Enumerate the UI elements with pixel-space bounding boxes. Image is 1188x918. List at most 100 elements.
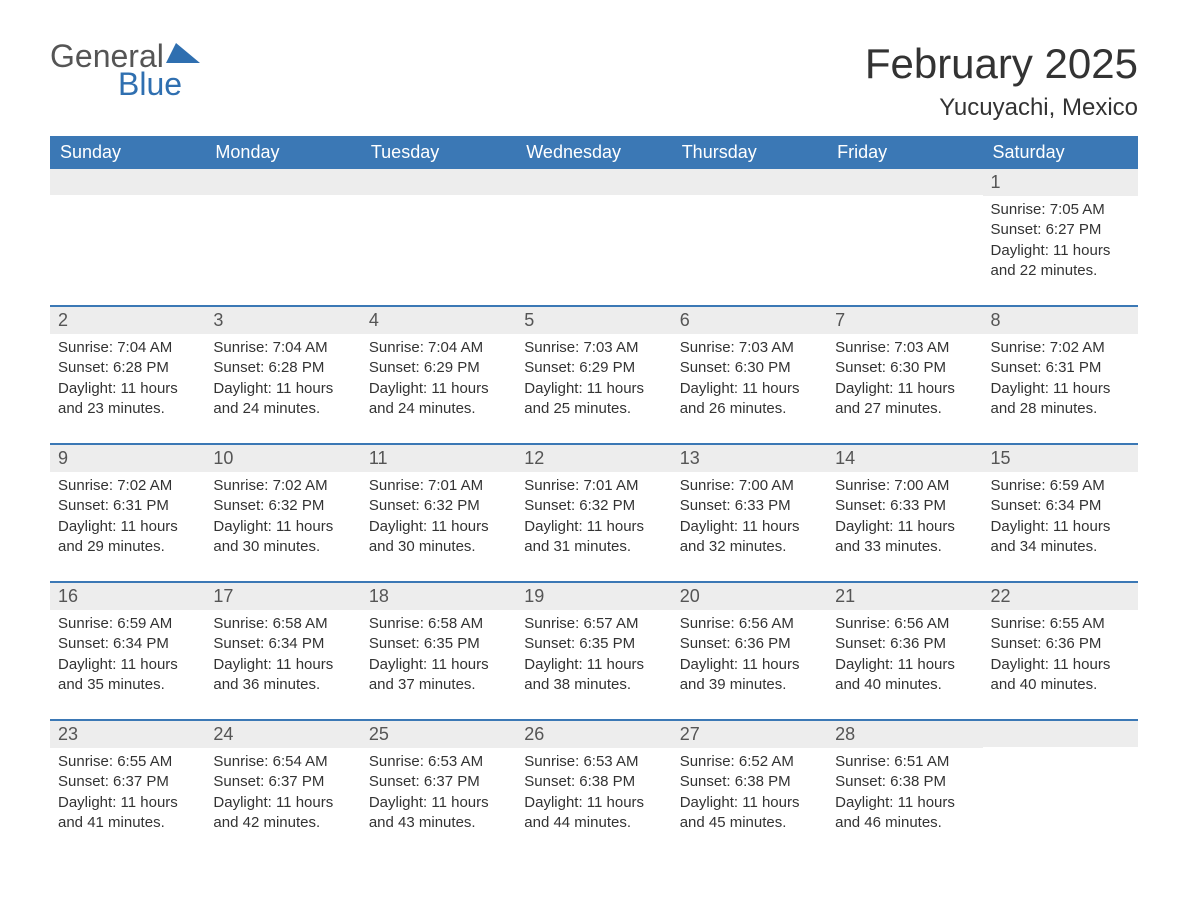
- dow-saturday: Saturday: [983, 136, 1138, 169]
- daylight-text: Daylight: 11 hours and 42 minutes.: [213, 793, 352, 834]
- sunset-text: Sunset: 6:30 PM: [680, 358, 819, 378]
- daylight-text: Daylight: 11 hours and 29 minutes.: [58, 517, 197, 558]
- sunset-text: Sunset: 6:33 PM: [680, 496, 819, 516]
- sunset-text: Sunset: 6:38 PM: [524, 772, 663, 792]
- sunset-text: Sunset: 6:35 PM: [369, 634, 508, 654]
- logo: General Blue: [50, 40, 200, 100]
- day-details: Sunrise: 7:03 AMSunset: 6:30 PMDaylight:…: [672, 334, 827, 427]
- sunrise-text: Sunrise: 7:03 AM: [524, 338, 663, 358]
- calendar-day: 19Sunrise: 6:57 AMSunset: 6:35 PMDayligh…: [516, 583, 671, 703]
- daylight-text: Daylight: 11 hours and 45 minutes.: [680, 793, 819, 834]
- day-number: 22: [983, 583, 1138, 610]
- daylight-text: Daylight: 11 hours and 40 minutes.: [991, 655, 1130, 696]
- day-details: [983, 747, 1138, 759]
- day-number: 18: [361, 583, 516, 610]
- calendar-week: 1Sunrise: 7:05 AMSunset: 6:27 PMDaylight…: [50, 169, 1138, 289]
- daylight-text: Daylight: 11 hours and 28 minutes.: [991, 379, 1130, 420]
- day-details: Sunrise: 7:01 AMSunset: 6:32 PMDaylight:…: [516, 472, 671, 565]
- calendar-day: 21Sunrise: 6:56 AMSunset: 6:36 PMDayligh…: [827, 583, 982, 703]
- calendar-day: 8Sunrise: 7:02 AMSunset: 6:31 PMDaylight…: [983, 307, 1138, 427]
- day-number: 3: [205, 307, 360, 334]
- calendar-day: 24Sunrise: 6:54 AMSunset: 6:37 PMDayligh…: [205, 721, 360, 841]
- sunset-text: Sunset: 6:36 PM: [991, 634, 1130, 654]
- daylight-text: Daylight: 11 hours and 37 minutes.: [369, 655, 508, 696]
- calendar-day: 20Sunrise: 6:56 AMSunset: 6:36 PMDayligh…: [672, 583, 827, 703]
- day-details: Sunrise: 7:04 AMSunset: 6:29 PMDaylight:…: [361, 334, 516, 427]
- calendar-day: [516, 169, 671, 289]
- sunrise-text: Sunrise: 6:53 AM: [524, 752, 663, 772]
- calendar-day: 27Sunrise: 6:52 AMSunset: 6:38 PMDayligh…: [672, 721, 827, 841]
- daylight-text: Daylight: 11 hours and 23 minutes.: [58, 379, 197, 420]
- sunset-text: Sunset: 6:35 PM: [524, 634, 663, 654]
- day-number: 23: [50, 721, 205, 748]
- day-number: 5: [516, 307, 671, 334]
- calendar-day: 12Sunrise: 7:01 AMSunset: 6:32 PMDayligh…: [516, 445, 671, 565]
- daylight-text: Daylight: 11 hours and 44 minutes.: [524, 793, 663, 834]
- sunset-text: Sunset: 6:32 PM: [369, 496, 508, 516]
- day-number: 21: [827, 583, 982, 610]
- day-details: Sunrise: 7:02 AMSunset: 6:31 PMDaylight:…: [983, 334, 1138, 427]
- sunrise-text: Sunrise: 7:04 AM: [369, 338, 508, 358]
- day-number: 6: [672, 307, 827, 334]
- day-details: Sunrise: 7:00 AMSunset: 6:33 PMDaylight:…: [827, 472, 982, 565]
- day-number: 20: [672, 583, 827, 610]
- day-details: Sunrise: 7:03 AMSunset: 6:29 PMDaylight:…: [516, 334, 671, 427]
- calendar-day: [983, 721, 1138, 841]
- dow-monday: Monday: [205, 136, 360, 169]
- daylight-text: Daylight: 11 hours and 25 minutes.: [524, 379, 663, 420]
- day-number: 2: [50, 307, 205, 334]
- day-number: 26: [516, 721, 671, 748]
- daylight-text: Daylight: 11 hours and 26 minutes.: [680, 379, 819, 420]
- calendar-day: 2 Sunrise: 7:04 AMSunset: 6:28 PMDaylight…: [50, 307, 205, 427]
- sunrise-text: Sunrise: 6:59 AM: [58, 614, 197, 634]
- day-details: Sunrise: 6:53 AMSunset: 6:37 PMDaylight:…: [361, 748, 516, 841]
- sunset-text: Sunset: 6:34 PM: [58, 634, 197, 654]
- sunset-text: Sunset: 6:31 PM: [991, 358, 1130, 378]
- day-details: Sunrise: 7:02 AMSunset: 6:32 PMDaylight:…: [205, 472, 360, 565]
- daylight-text: Daylight: 11 hours and 36 minutes.: [213, 655, 352, 696]
- day-details: Sunrise: 6:56 AMSunset: 6:36 PMDaylight:…: [827, 610, 982, 703]
- daylight-text: Daylight: 11 hours and 46 minutes.: [835, 793, 974, 834]
- calendar-day: 5Sunrise: 7:03 AMSunset: 6:29 PMDaylight…: [516, 307, 671, 427]
- calendar-day: 16Sunrise: 6:59 AMSunset: 6:34 PMDayligh…: [50, 583, 205, 703]
- day-details: Sunrise: 7:02 AMSunset: 6:31 PMDaylight:…: [50, 472, 205, 565]
- sunrise-text: Sunrise: 7:02 AM: [213, 476, 352, 496]
- sunrise-text: Sunrise: 7:05 AM: [991, 200, 1130, 220]
- sunrise-text: Sunrise: 6:53 AM: [369, 752, 508, 772]
- sunrise-text: Sunrise: 6:58 AM: [213, 614, 352, 634]
- day-number: 10: [205, 445, 360, 472]
- calendar-day: 4Sunrise: 7:04 AMSunset: 6:29 PMDaylight…: [361, 307, 516, 427]
- sunset-text: Sunset: 6:36 PM: [680, 634, 819, 654]
- sunrise-text: Sunrise: 7:04 AM: [58, 338, 197, 358]
- day-number: 4: [361, 307, 516, 334]
- calendar-day: 25Sunrise: 6:53 AMSunset: 6:37 PMDayligh…: [361, 721, 516, 841]
- calendar-week: 9Sunrise: 7:02 AMSunset: 6:31 PMDaylight…: [50, 443, 1138, 565]
- sunrise-text: Sunrise: 6:59 AM: [991, 476, 1130, 496]
- sunset-text: Sunset: 6:37 PM: [58, 772, 197, 792]
- dow-thursday: Thursday: [672, 136, 827, 169]
- calendar-day: 6Sunrise: 7:03 AMSunset: 6:30 PMDaylight…: [672, 307, 827, 427]
- day-number: 7: [827, 307, 982, 334]
- calendar-day: 26Sunrise: 6:53 AMSunset: 6:38 PMDayligh…: [516, 721, 671, 841]
- sunset-text: Sunset: 6:31 PM: [58, 496, 197, 516]
- logo-text-blue: Blue: [118, 68, 200, 100]
- daylight-text: Daylight: 11 hours and 32 minutes.: [680, 517, 819, 558]
- day-details: [672, 195, 827, 207]
- sunset-text: Sunset: 6:29 PM: [369, 358, 508, 378]
- calendar-day: 17Sunrise: 6:58 AMSunset: 6:34 PMDayligh…: [205, 583, 360, 703]
- sunset-text: Sunset: 6:38 PM: [680, 772, 819, 792]
- title-block: February 2025 Yucuyachi, Mexico: [865, 40, 1138, 122]
- sunset-text: Sunset: 6:28 PM: [58, 358, 197, 378]
- calendar-day: 23Sunrise: 6:55 AMSunset: 6:37 PMDayligh…: [50, 721, 205, 841]
- sunset-text: Sunset: 6:27 PM: [991, 220, 1130, 240]
- day-number: 24: [205, 721, 360, 748]
- day-number: 1: [983, 169, 1138, 196]
- dow-tuesday: Tuesday: [361, 136, 516, 169]
- calendar: Sunday Monday Tuesday Wednesday Thursday…: [50, 136, 1138, 841]
- daylight-text: Daylight: 11 hours and 30 minutes.: [369, 517, 508, 558]
- calendar-day: 9Sunrise: 7:02 AMSunset: 6:31 PMDaylight…: [50, 445, 205, 565]
- day-details: Sunrise: 6:53 AMSunset: 6:38 PMDaylight:…: [516, 748, 671, 841]
- day-number: 8: [983, 307, 1138, 334]
- sunrise-text: Sunrise: 7:01 AM: [369, 476, 508, 496]
- day-details: Sunrise: 7:03 AMSunset: 6:30 PMDaylight:…: [827, 334, 982, 427]
